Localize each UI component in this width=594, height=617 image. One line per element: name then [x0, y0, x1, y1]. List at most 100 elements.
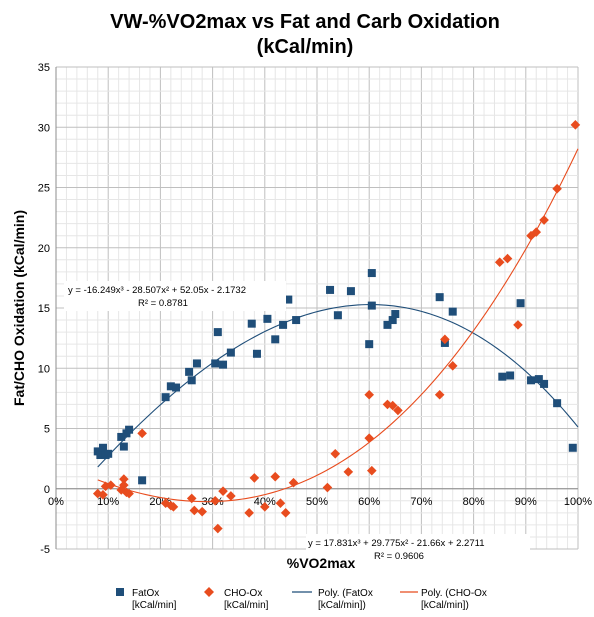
fatox-point [172, 383, 181, 392]
y-tick-label: -5 [40, 544, 50, 556]
fatox-point [117, 432, 126, 441]
chox-point [168, 502, 179, 512]
chox-point [189, 505, 200, 516]
chox-point [552, 183, 562, 194]
x-tick-label: 60% [358, 496, 380, 508]
chox-point [440, 334, 450, 345]
fatox-point [219, 360, 228, 369]
axes [55, 67, 578, 549]
legend-chox-label-1: CHO-Ox [224, 588, 262, 599]
legend-fatox-label-2: [kCal/min] [132, 600, 177, 611]
chox-point [98, 489, 108, 500]
chox-point [364, 433, 374, 443]
chox-point [364, 389, 374, 400]
fatox-point [367, 269, 376, 278]
fatox-point [185, 367, 194, 376]
legend-poly-fatox-label-1: Poly. (FatOx [318, 588, 373, 599]
chox-point [494, 257, 505, 268]
legend-poly-chox-label-2: [kCal/min]) [421, 600, 469, 611]
chox-equation: y = 17.831x³ + 29.775x² - 21.66x + 2.271… [308, 538, 485, 549]
chox-point [106, 480, 116, 490]
chox-point [226, 491, 236, 501]
fatox-point [284, 295, 293, 304]
fatox-point [448, 307, 457, 316]
y-tick-label: 10 [38, 363, 50, 375]
chox-point [244, 508, 254, 518]
fatox-r2: R² = 0.8781 [138, 298, 188, 309]
fatox-point [98, 443, 107, 452]
fatox-point [213, 328, 222, 337]
fatox-point [326, 285, 335, 294]
chox-point [197, 506, 207, 517]
chart-title-line2: (kCal/min) [257, 36, 354, 58]
chox-point [137, 428, 147, 439]
y-tick-label: 5 [44, 424, 50, 436]
y-axis-title: Fat/CHO Oxidation (kCal/min) [11, 210, 27, 406]
chox-point [502, 253, 513, 264]
fatox-point [263, 314, 272, 323]
x-tick-label: 40% [254, 496, 276, 508]
x-tick-label: 70% [410, 496, 432, 508]
chox-point [210, 496, 221, 506]
fatox-point [211, 359, 220, 368]
x-tick-label: 50% [306, 496, 328, 508]
x-tick-label: 0% [48, 496, 64, 508]
chox-point [382, 399, 393, 410]
fatox-point [161, 393, 170, 402]
fatox-point [527, 376, 536, 385]
chox-point [280, 508, 291, 518]
fatox-point [553, 399, 562, 408]
y-tick-label: 25 [38, 183, 50, 195]
fatox-point [166, 382, 175, 391]
legend: FatOx [kCal/min] CHO-Ox [kCal/min] Poly.… [116, 587, 487, 611]
chox-point [330, 449, 341, 459]
chox-point [393, 405, 403, 416]
legend-fatox-label-1: FatOx [132, 588, 159, 599]
y-tick-label: 0 [44, 484, 50, 496]
chox-point [570, 120, 581, 130]
legend-chox-marker [204, 587, 214, 597]
fatox-point [192, 359, 201, 368]
fatox-point [435, 293, 444, 302]
trendline-chox-path [97, 148, 579, 503]
fatox-point [367, 301, 376, 310]
legend-item-poly-chox: Poly. (CHO-Ox [kCal/min]) [400, 588, 487, 611]
chox-point [387, 400, 398, 411]
fatox-point [346, 287, 355, 296]
fatox-equation-box [64, 281, 286, 311]
fatox-point [540, 379, 549, 388]
fatox-point [226, 348, 235, 357]
legend-item-poly-fatox: Poly. (FatOx [kCal/min]) [292, 588, 373, 611]
legend-item-chox: CHO-Ox [kCal/min] [204, 587, 269, 611]
chox-point [160, 498, 171, 509]
chox-point [275, 498, 286, 509]
chox-point [434, 389, 445, 400]
fatox-point [138, 476, 147, 485]
fatox-point [383, 320, 392, 329]
chox-point [119, 480, 129, 490]
chox-point [343, 467, 354, 477]
fatox-point [247, 319, 256, 328]
fatox-point [292, 316, 301, 325]
y-tick-labels: -5 0 5 10 15 20 25 30 35 [38, 62, 50, 556]
chox-r2: R² = 0.9606 [374, 551, 424, 562]
fatox-point [516, 299, 525, 308]
fatox-point [187, 376, 196, 385]
chox-point [186, 493, 197, 504]
x-tick-label: 10% [97, 496, 119, 508]
chox-point [249, 473, 260, 483]
chox-point [539, 215, 549, 225]
y-tick-label: 35 [38, 62, 50, 74]
legend-chox-label-2: [kCal/min] [224, 600, 269, 611]
fatox-point [125, 425, 134, 434]
chox-point [270, 471, 281, 482]
fatox-equation: y = -16.249x³ - 28.507x² + 52.05x - 2.17… [68, 285, 246, 296]
legend-item-fatox: FatOx [kCal/min] [116, 588, 177, 611]
chox-point [213, 523, 223, 534]
x-tick-labels: 0%10%20%30%40%50%60%70%80%90%100% [48, 496, 592, 508]
x-axis-title: %VO2max [287, 555, 356, 571]
fatox-point [534, 375, 543, 384]
legend-poly-chox-label-1: Poly. (CHO-Ox [421, 588, 487, 599]
fatox-point [365, 340, 374, 349]
fatox-point [271, 335, 280, 344]
